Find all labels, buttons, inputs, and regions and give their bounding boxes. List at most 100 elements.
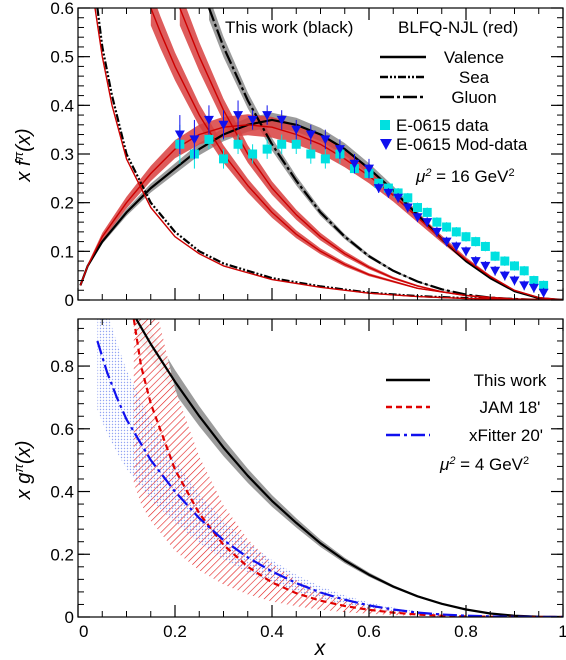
top-uncertainty-bands [80, 8, 563, 300]
x-tick-label: 1 [558, 622, 566, 641]
e-0615-data-point [248, 149, 258, 159]
top-line-valence [79, 118, 563, 300]
legend-sea-label: Sea [459, 68, 490, 87]
bottom-uncertainty-bands [97, 319, 563, 617]
e-0615-mod-data-point [189, 135, 200, 145]
top-axis-ticks: 0 0.1 0.2 0.3 0.4 0.5 0.6 [50, 0, 564, 310]
e-0615-mod-data-point [364, 164, 374, 174]
top-line-blfq-njl-valence [79, 124, 563, 300]
e-0615-mod-data-point [461, 247, 471, 257]
top-header-this-work: This work (black) [225, 18, 353, 37]
top-y-tick-label: 0.1 [50, 242, 74, 261]
x-tick-label: 0.4 [260, 622, 284, 641]
top-y-tick-label: 0.4 [50, 96, 74, 115]
e-0615-mod-data-point [305, 130, 316, 140]
e-0615-mod-data-point [334, 145, 345, 155]
top-y-tick-label: 0.2 [50, 194, 74, 213]
e-0615-mod-data-point [233, 111, 244, 121]
e-0615-data-point [422, 207, 432, 217]
bot-y-tick-label: 0.6 [50, 420, 74, 439]
e-0615-mod-data-point [349, 159, 360, 169]
top-y-tick-label: 0.3 [50, 145, 74, 164]
e-0615-mod-data-point [402, 203, 413, 213]
x-tick-label: 0.2 [163, 622, 187, 641]
top-scale-label: μ2 = 16 GeV2 [415, 167, 515, 186]
e-0615-data-point [219, 154, 228, 164]
legend-e0615-mod-label: E-0615 Mod-data [396, 135, 528, 154]
bottom-y-axis-label: x gπ(x) [11, 441, 36, 501]
e-0615-mod-data-point [393, 193, 404, 203]
x-tick-label: 0 [79, 622, 88, 641]
bot-y-tick-label: 0 [65, 608, 74, 627]
e-0615-data-point [432, 217, 442, 227]
legend-e0615-square-marker [380, 120, 390, 130]
legend-xfitter20-label: xFitter 20' [469, 426, 543, 445]
e-0615-data-point [403, 193, 413, 203]
bottom-scale-label: μ2 = 4 GeV2 [439, 455, 529, 474]
e-0615-mod-data-point [203, 115, 214, 125]
e-0615-mod-data-point [441, 237, 452, 247]
e-0615-data-point [529, 276, 539, 286]
e-0615-mod-data-point [431, 227, 442, 237]
e-0615-mod-data-point [262, 111, 273, 121]
e-0615-mod-data-point [422, 218, 433, 228]
x-axis-label: x [314, 637, 327, 660]
top-y-axis-label: x fπ(x) [11, 128, 36, 182]
e-0615-data-point [291, 139, 301, 149]
e-0615-mod-data-point [490, 266, 501, 276]
bot-y-tick-label: 0.2 [50, 545, 74, 564]
e-0615-mod-data-point [412, 213, 423, 223]
bot-y-tick-label: 0.4 [50, 483, 74, 502]
bot-band-xfitter-20 [97, 319, 563, 617]
bottom-panel: 0 0.2 0.4 0.6 0.8 0 0.2 0.4 0.6 0.8 1 x gπ(x) x Th… [11, 318, 566, 660]
e-0615-data-point [451, 227, 461, 237]
e-0615-mod-data-point [480, 261, 491, 271]
e-0615-data-point [461, 232, 471, 242]
top-panel: 0 0.1 0.2 0.3 0.4 0.5 0.6 x fπ(x) This work (b… [11, 0, 564, 310]
x-tick-label: 0.8 [454, 622, 478, 641]
e-0615-mod-data-point [276, 115, 287, 125]
bot-y-tick-label: 0.8 [50, 357, 74, 376]
e-0615-data-point [442, 222, 452, 232]
top-band-gluon [209, 8, 563, 300]
e-0615-mod-data-point [451, 242, 462, 252]
top-line-gluon [207, 8, 563, 300]
e-0615-mod-data-point [320, 135, 331, 145]
top-band-blfq-njl-valence [80, 114, 563, 300]
e-0615-mod-data-point [509, 276, 520, 286]
e-0615-mod-data-point [538, 288, 549, 298]
e-0615-data-point [233, 139, 243, 149]
e-0615-data-point [480, 241, 490, 251]
e-0615-mod-data-point [373, 184, 384, 194]
e-0615-data-point [519, 266, 529, 276]
legend-this-work-label: This work [474, 371, 547, 390]
top-y-tick-label: 0 [65, 291, 74, 310]
e-0615-mod-data-point [470, 257, 481, 267]
legend-valence-label: Valence [444, 48, 504, 67]
top-legend: Valence Sea Gluon E-0615 data E-0615 Mod… [380, 48, 528, 154]
x-tick-label: 0.6 [357, 622, 381, 641]
e-0615-mod-data-point [291, 125, 302, 135]
top-header-blfq: BLFQ-NJL (red) [398, 18, 518, 37]
e-0615-data-point [277, 139, 287, 149]
e-0615-data-point [262, 144, 272, 154]
top-line-blfq-njl-steep [150, 8, 563, 300]
legend-gluon-label: Gluon [451, 88, 496, 107]
e-0615-data-point [471, 237, 481, 247]
top-y-tick-label: 0.6 [50, 0, 74, 18]
e-0615-mod-data-point [218, 120, 229, 130]
legend-e0615-mod-triangle-marker [380, 139, 392, 150]
e-0615-mod-data-point [519, 281, 530, 291]
e-0615-data-point [500, 256, 510, 266]
e-0615-data-point [204, 134, 214, 144]
legend-jam18-label: JAM 18' [480, 398, 541, 417]
e-0615-data-point [539, 280, 549, 290]
top-line-blfq-njl-sea [94, 8, 563, 300]
e-0615-data-point [413, 203, 422, 213]
e-0615-mod-data-point [174, 130, 185, 140]
e-0615-data-point [490, 251, 500, 261]
top-y-tick-label: 0.5 [50, 48, 74, 67]
top-data-points [174, 100, 549, 298]
e-0615-mod-data-point [499, 271, 510, 281]
